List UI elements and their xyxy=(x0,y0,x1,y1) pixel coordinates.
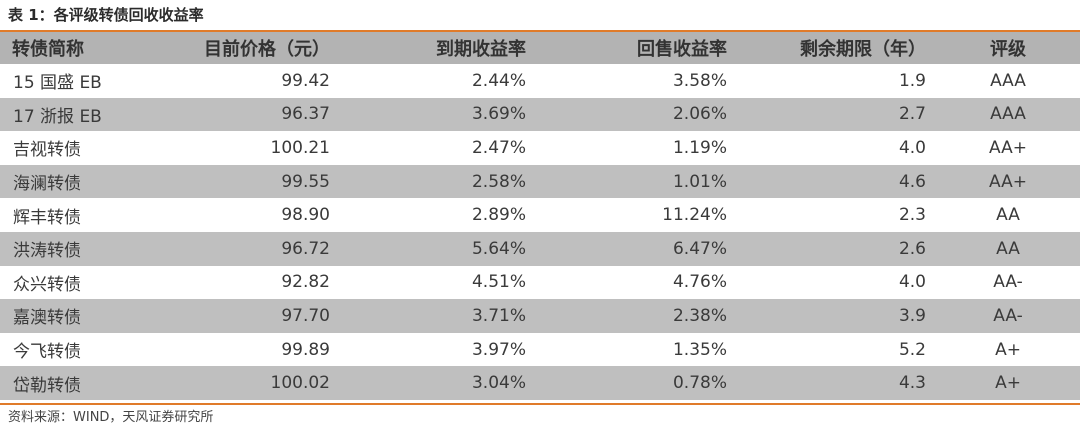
cell-put-yield: 1.19% xyxy=(672,137,727,158)
cell-rating: AA xyxy=(996,205,1020,226)
cell-price: 99.42 xyxy=(281,70,330,91)
table-row: 海澜转债 99.55 2.58% 1.01% 4.6 AA+ xyxy=(0,164,1080,199)
cell-put-yield: 11.24% xyxy=(662,205,727,226)
cell-ytm: 3.69% xyxy=(471,104,526,125)
cell-put-yield: 1.01% xyxy=(672,171,727,192)
table-row: 吉视转债 100.21 2.47% 1.19% 4.0 AA+ xyxy=(0,131,1080,165)
cell-rating: A+ xyxy=(995,339,1021,360)
cell-remaining-term: 4.0 xyxy=(898,137,926,158)
cell-rating: AA xyxy=(996,238,1020,259)
cell-ytm: 2.47% xyxy=(471,137,526,158)
cell-remaining-term: 4.3 xyxy=(898,373,926,394)
cell-rating: AAA xyxy=(990,104,1026,125)
cell-price: 96.72 xyxy=(281,238,330,259)
cell-put-yield: 4.76% xyxy=(672,272,727,293)
cell-put-yield: 2.38% xyxy=(672,305,727,326)
cell-rating: AA+ xyxy=(989,137,1027,158)
table-row: 15 国盛 EB 99.42 2.44% 3.58% 1.9 AAA xyxy=(0,64,1080,98)
cell-remaining-term: 4.6 xyxy=(898,171,926,192)
table-row: 今飞转债 99.89 3.97% 1.35% 5.2 A+ xyxy=(0,333,1080,367)
cell-remaining-term: 3.9 xyxy=(898,305,926,326)
cell-name: 洪涛转债 xyxy=(13,241,81,262)
cell-remaining-term: 2.7 xyxy=(898,104,926,125)
cell-price: 100.02 xyxy=(270,373,330,394)
cell-name: 今飞转债 xyxy=(13,342,81,363)
cell-rating: AA- xyxy=(993,305,1023,326)
cell-name: 海澜转债 xyxy=(13,174,81,195)
cell-ytm: 2.44% xyxy=(471,70,526,91)
cell-price: 97.70 xyxy=(281,305,330,326)
col-header-ytm: 到期收益率 xyxy=(436,39,526,60)
bond-yield-table: 转债简称 目前价格（元） 到期收益率 回售收益率 剩余期限（年） 评级 15 国… xyxy=(0,32,1080,400)
cell-price: 100.21 xyxy=(270,137,330,158)
cell-ytm: 3.71% xyxy=(471,305,526,326)
bottom-rule xyxy=(0,403,1080,405)
cell-price: 96.37 xyxy=(281,104,330,125)
top-rule xyxy=(0,30,1080,32)
cell-put-yield: 6.47% xyxy=(672,238,727,259)
cell-name: 17 浙报 EB xyxy=(13,106,102,127)
cell-remaining-term: 1.9 xyxy=(898,70,926,91)
cell-put-yield: 1.35% xyxy=(672,339,727,360)
cell-name: 岱勒转债 xyxy=(13,375,81,396)
cell-price: 92.82 xyxy=(281,272,330,293)
table-row: 嘉澳转债 97.70 3.71% 2.38% 3.9 AA- xyxy=(0,299,1080,333)
cell-price: 98.90 xyxy=(281,205,330,226)
cell-ytm: 2.58% xyxy=(471,171,526,192)
table-row: 17 浙报 EB 96.37 3.69% 2.06% 2.7 AAA xyxy=(0,97,1080,132)
table-title: 表 1：各评级转债回收收益率 xyxy=(8,6,204,24)
table-row: 众兴转债 92.82 4.51% 4.76% 4.0 AA- xyxy=(0,266,1080,300)
cell-name: 嘉澳转债 xyxy=(13,308,81,329)
table-header-row: 转债简称 目前价格（元） 到期收益率 回售收益率 剩余期限（年） 评级 xyxy=(0,32,1080,64)
cell-name: 15 国盛 EB xyxy=(13,73,102,94)
cell-rating: A+ xyxy=(995,373,1021,394)
col-header-rating: 评级 xyxy=(990,39,1026,60)
col-header-put-yield: 回售收益率 xyxy=(637,39,727,60)
cell-name: 辉丰转债 xyxy=(13,207,81,228)
cell-put-yield: 3.58% xyxy=(672,70,727,91)
cell-name: 众兴转债 xyxy=(13,274,81,295)
cell-put-yield: 2.06% xyxy=(672,104,727,125)
cell-rating: AA- xyxy=(993,272,1023,293)
cell-remaining-term: 2.3 xyxy=(898,205,926,226)
cell-ytm: 2.89% xyxy=(471,205,526,226)
cell-ytm: 5.64% xyxy=(471,238,526,259)
col-header-name: 转债简称 xyxy=(12,39,84,60)
cell-remaining-term: 4.0 xyxy=(898,272,926,293)
col-header-remaining-term: 剩余期限（年） xyxy=(800,39,926,60)
source-note: 资料来源：WIND，天风证券研究所 xyxy=(8,410,214,425)
cell-rating: AAA xyxy=(990,70,1026,91)
cell-ytm: 4.51% xyxy=(471,272,526,293)
cell-remaining-term: 5.2 xyxy=(898,339,926,360)
cell-price: 99.89 xyxy=(281,339,330,360)
table-row: 岱勒转债 100.02 3.04% 0.78% 4.3 A+ xyxy=(0,366,1080,400)
cell-put-yield: 0.78% xyxy=(672,373,727,394)
table-row: 辉丰转债 98.90 2.89% 11.24% 2.3 AA xyxy=(0,198,1080,232)
col-header-price: 目前价格（元） xyxy=(204,39,330,60)
table-row: 洪涛转债 96.72 5.64% 6.47% 2.6 AA xyxy=(0,231,1080,266)
cell-ytm: 3.04% xyxy=(471,373,526,394)
cell-price: 99.55 xyxy=(281,171,330,192)
cell-rating: AA+ xyxy=(989,171,1027,192)
cell-remaining-term: 2.6 xyxy=(898,238,926,259)
cell-ytm: 3.97% xyxy=(471,339,526,360)
cell-name: 吉视转债 xyxy=(13,140,81,161)
